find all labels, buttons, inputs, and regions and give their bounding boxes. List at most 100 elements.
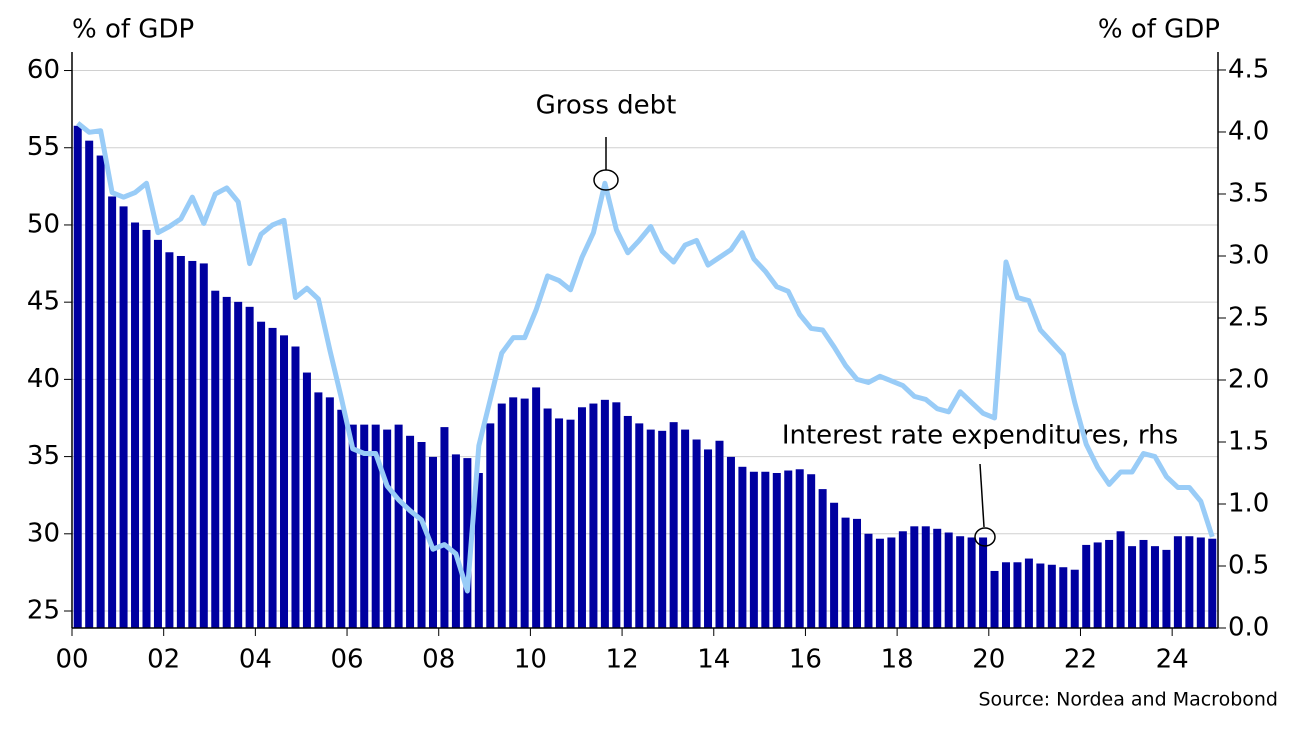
bar xyxy=(795,469,804,628)
y2-tick-label: 3.0 xyxy=(1228,240,1269,270)
bar xyxy=(589,403,598,628)
bar xyxy=(211,290,220,628)
bar xyxy=(199,263,208,628)
bar xyxy=(280,335,289,628)
bar xyxy=(509,397,518,628)
bar xyxy=(726,456,735,628)
y-tick-label: 55 xyxy=(27,132,60,162)
bar xyxy=(108,196,117,628)
y-tick-label: 30 xyxy=(27,518,60,548)
bar xyxy=(1001,562,1010,628)
bar xyxy=(188,260,197,628)
bar xyxy=(933,528,942,628)
bar xyxy=(577,407,586,628)
x-tick-label: 08 xyxy=(422,645,455,675)
bar xyxy=(520,398,529,628)
bar xyxy=(268,327,277,628)
bar xyxy=(1173,536,1182,628)
marker-circle xyxy=(974,527,996,547)
x-tick-label: 12 xyxy=(606,645,639,675)
bar xyxy=(818,489,827,628)
bar xyxy=(1185,536,1194,628)
bar xyxy=(314,392,323,628)
bar xyxy=(1162,549,1171,628)
bar xyxy=(73,125,82,628)
y-tick-label: 25 xyxy=(27,596,60,626)
y2-tick-label: 4.0 xyxy=(1228,116,1269,146)
bar xyxy=(245,306,254,628)
bar xyxy=(600,399,609,628)
y-tick-label: 35 xyxy=(27,441,60,471)
bar xyxy=(1116,531,1125,628)
bar xyxy=(898,531,907,628)
bar xyxy=(646,429,655,628)
bar xyxy=(85,140,94,628)
bar xyxy=(451,454,460,628)
x-tick-label: 04 xyxy=(239,645,272,675)
bar xyxy=(967,537,976,628)
y2-tick-label: 2.5 xyxy=(1228,302,1269,332)
x-tick-label: 00 xyxy=(55,645,88,675)
y-tick-label: 45 xyxy=(27,287,60,317)
bar xyxy=(302,372,311,628)
leader xyxy=(979,463,985,528)
bar xyxy=(532,387,541,628)
bar xyxy=(715,440,724,628)
bar xyxy=(1070,569,1079,628)
source: Source: Nordea and Macrobond xyxy=(978,689,1278,711)
x-tick-label: 06 xyxy=(330,645,363,675)
bar xyxy=(1093,542,1102,628)
bar xyxy=(807,474,816,628)
bar xyxy=(371,424,380,628)
bar xyxy=(1036,563,1045,628)
bar xyxy=(142,229,151,629)
annotation: Gross debt xyxy=(536,91,677,121)
bar xyxy=(131,222,140,628)
x-tick-label: 18 xyxy=(881,645,914,675)
bar xyxy=(704,449,713,628)
bar xyxy=(749,471,758,628)
bar xyxy=(635,423,644,628)
bar xyxy=(979,537,988,628)
bar xyxy=(474,472,483,628)
bar xyxy=(486,423,495,628)
bar xyxy=(669,422,678,628)
marker-circle xyxy=(593,169,619,191)
bar xyxy=(176,255,185,629)
bar xyxy=(910,526,919,628)
bar xyxy=(566,419,575,628)
bar xyxy=(1150,546,1159,628)
x-tick-label: 24 xyxy=(1156,645,1189,675)
bar xyxy=(1139,539,1148,628)
x-tick-label: 10 xyxy=(514,645,547,675)
x-tick-label: 22 xyxy=(1064,645,1097,675)
bar xyxy=(1105,539,1114,628)
bar xyxy=(853,518,862,628)
bar xyxy=(738,466,747,628)
bar xyxy=(406,435,415,628)
bar xyxy=(887,537,896,628)
bar xyxy=(1208,538,1217,628)
x-tick-label: 16 xyxy=(789,645,822,675)
bar xyxy=(325,397,334,628)
bar xyxy=(944,532,953,628)
y-axis-label: % of GDP xyxy=(72,15,194,45)
bar xyxy=(921,526,930,628)
y-tick-label: 60 xyxy=(27,55,60,85)
bar xyxy=(543,408,552,628)
bar xyxy=(96,155,105,629)
bar xyxy=(623,415,632,628)
y2-tick-label: 2.0 xyxy=(1228,364,1269,394)
y2-tick-label: 3.5 xyxy=(1228,178,1269,208)
bar xyxy=(990,570,999,628)
bar xyxy=(394,424,403,628)
line xyxy=(76,121,1215,594)
y2-tick-label: 0.5 xyxy=(1228,550,1269,580)
bar xyxy=(612,402,621,628)
bar xyxy=(692,439,701,628)
y2-tick-label: 4.5 xyxy=(1228,54,1269,84)
bar xyxy=(956,536,965,628)
bar xyxy=(291,346,300,628)
